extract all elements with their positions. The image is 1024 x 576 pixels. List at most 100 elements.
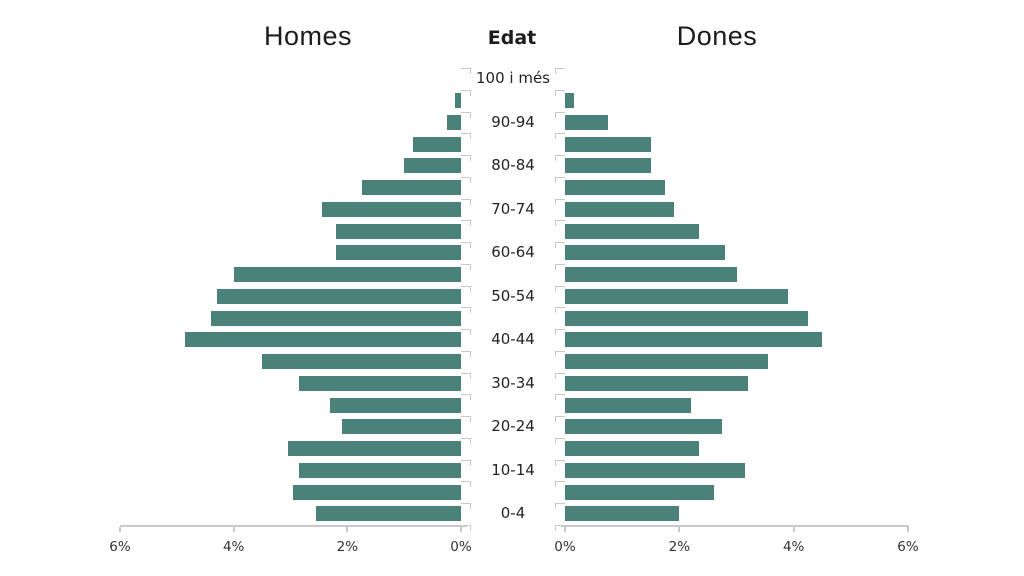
bar-homes-45-49[interactable] bbox=[210, 310, 461, 326]
age-label-60-64: 60-64 bbox=[491, 243, 535, 261]
bar-dones-80-84[interactable] bbox=[565, 158, 651, 174]
category-tick-left bbox=[461, 263, 471, 270]
category-tick-right bbox=[555, 459, 565, 466]
bar-homes-55-59[interactable] bbox=[233, 267, 461, 283]
category-tick-left bbox=[461, 503, 471, 509]
category-tick-right bbox=[555, 503, 565, 509]
bar-dones-70-74[interactable] bbox=[565, 201, 674, 217]
category-tick-right bbox=[555, 285, 565, 292]
x-axis-label-right-6%: 6% bbox=[897, 539, 919, 555]
age-label-10-14: 10-14 bbox=[491, 460, 535, 479]
category-tick-left bbox=[461, 155, 471, 161]
bar-dones-95-99[interactable] bbox=[565, 93, 574, 109]
x-axis-line-left bbox=[120, 525, 467, 527]
bar-dones-50-54[interactable] bbox=[565, 288, 788, 304]
x-axis-tick-right-0% bbox=[564, 527, 566, 532]
bar-dones-20-24[interactable] bbox=[565, 419, 723, 435]
category-tick-right bbox=[555, 307, 565, 314]
bar-homes-25-29[interactable] bbox=[330, 397, 461, 413]
chart-title-edat: Edat bbox=[487, 27, 537, 49]
category-tick-left bbox=[461, 481, 471, 488]
x-axis-label-left-2%: 2% bbox=[336, 539, 359, 555]
category-tick-left bbox=[461, 285, 471, 292]
bar-homes-5-9[interactable] bbox=[293, 484, 461, 500]
category-tick-right bbox=[555, 329, 565, 335]
category-tick-right bbox=[555, 155, 565, 161]
category-tick-left bbox=[461, 220, 471, 227]
bar-homes-85-89[interactable] bbox=[412, 136, 461, 152]
bar-homes-80-84[interactable] bbox=[404, 158, 461, 174]
age-label-100 i més: 100 i més bbox=[476, 69, 550, 87]
bar-dones-40-44[interactable] bbox=[565, 332, 823, 348]
x-axis-label-right-4%: 4% bbox=[782, 539, 805, 555]
bar-dones-35-39[interactable] bbox=[565, 354, 768, 370]
category-tick-left bbox=[461, 176, 471, 183]
category-tick-left bbox=[461, 372, 471, 379]
bar-homes-70-74[interactable] bbox=[321, 201, 461, 217]
x-axis-tick-left-6% bbox=[119, 527, 121, 532]
bar-dones-15-19[interactable] bbox=[565, 441, 700, 457]
bar-homes-50-54[interactable] bbox=[216, 288, 461, 304]
bar-dones-10-14[interactable] bbox=[565, 462, 746, 478]
category-tick-right bbox=[555, 416, 565, 422]
category-tick-right bbox=[555, 133, 565, 140]
category-tick-left bbox=[461, 350, 471, 357]
bar-dones-30-34[interactable] bbox=[565, 375, 748, 391]
category-tick-right bbox=[555, 481, 565, 488]
category-tick-left bbox=[461, 133, 471, 140]
bar-homes-60-64[interactable] bbox=[335, 245, 461, 261]
bar-dones-65-69[interactable] bbox=[565, 223, 700, 239]
category-tick-left bbox=[461, 89, 471, 96]
x-axis-tick-left-2% bbox=[346, 527, 349, 532]
bar-dones-0-4[interactable] bbox=[565, 506, 680, 522]
age-label-70-74: 70-74 bbox=[491, 199, 535, 218]
age-label-90-94: 90-94 bbox=[491, 112, 535, 131]
bar-homes-90-94[interactable] bbox=[446, 114, 461, 130]
category-tick-right bbox=[555, 111, 565, 118]
x-axis-label-left-6%: 6% bbox=[109, 539, 131, 555]
category-tick-right bbox=[555, 372, 565, 379]
bar-homes-20-24[interactable] bbox=[341, 419, 461, 435]
category-tick-right bbox=[555, 350, 565, 357]
bar-homes-95-99[interactable] bbox=[455, 93, 461, 109]
bar-homes-40-44[interactable] bbox=[185, 332, 461, 348]
bar-dones-60-64[interactable] bbox=[565, 245, 726, 261]
category-tick-right bbox=[555, 89, 565, 96]
x-axis-tick-left-0% bbox=[460, 527, 462, 532]
bar-dones-25-29[interactable] bbox=[565, 397, 691, 413]
x-axis-label-right-2%: 2% bbox=[668, 539, 691, 555]
x-axis-tick-right-6% bbox=[907, 527, 909, 532]
category-tick-right bbox=[555, 68, 565, 74]
x-axis-label-left-4%: 4% bbox=[222, 539, 245, 555]
bar-dones-75-79[interactable] bbox=[565, 180, 666, 196]
category-tick-right bbox=[555, 242, 565, 248]
category-tick-right bbox=[555, 394, 565, 401]
age-label-80-84: 80-84 bbox=[491, 156, 535, 174]
bar-homes-10-14[interactable] bbox=[299, 462, 461, 478]
category-tick-left bbox=[461, 394, 471, 401]
category-tick-left bbox=[461, 437, 471, 444]
x-axis-tick-left-4% bbox=[232, 527, 235, 532]
bar-homes-15-19[interactable] bbox=[287, 441, 461, 457]
category-tick-left bbox=[461, 307, 471, 314]
bar-homes-30-34[interactable] bbox=[299, 375, 461, 391]
x-axis-line-right bbox=[561, 525, 909, 527]
x-axis-label-right-0%: 0% bbox=[554, 539, 576, 555]
bar-dones-45-49[interactable] bbox=[565, 310, 808, 326]
bar-dones-85-89[interactable] bbox=[565, 136, 651, 152]
chart-title-dones: Dones bbox=[676, 21, 758, 51]
category-tick-right bbox=[555, 263, 565, 270]
bar-dones-55-59[interactable] bbox=[565, 267, 737, 283]
chart-title-homes: Homes bbox=[263, 21, 353, 51]
category-tick-left bbox=[461, 198, 471, 205]
age-label-50-54: 50-54 bbox=[491, 286, 535, 305]
bar-dones-90-94[interactable] bbox=[565, 114, 608, 130]
bar-homes-75-79[interactable] bbox=[361, 180, 461, 196]
bar-dones-5-9[interactable] bbox=[565, 484, 714, 500]
bar-homes-65-69[interactable] bbox=[335, 223, 461, 239]
bar-homes-0-4[interactable] bbox=[316, 506, 461, 522]
category-tick-left bbox=[461, 459, 471, 466]
bar-homes-35-39[interactable] bbox=[262, 354, 461, 370]
category-tick-left bbox=[461, 242, 471, 248]
